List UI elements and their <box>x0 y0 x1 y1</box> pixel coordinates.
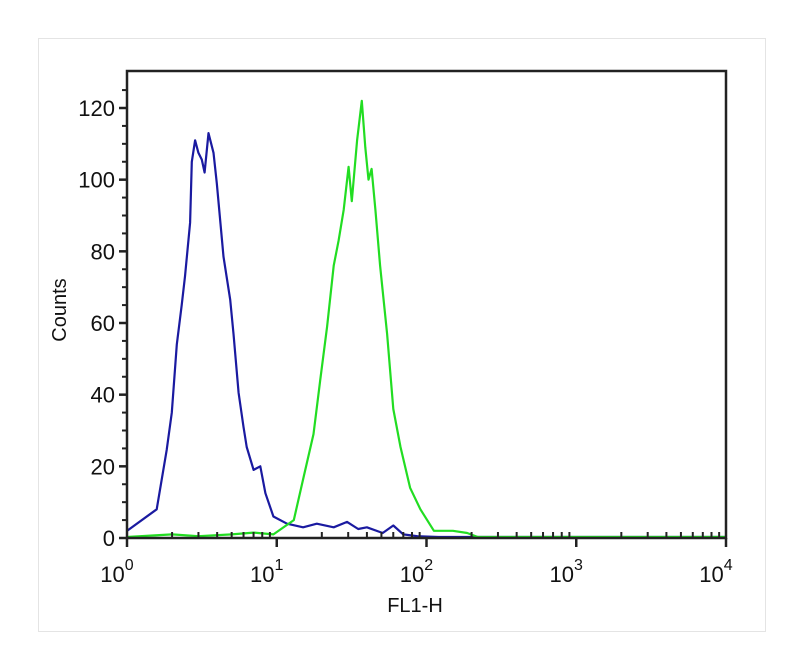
x-tick-base: 10 <box>400 562 424 587</box>
figure-border <box>38 38 766 632</box>
series-line-0 <box>126 132 726 539</box>
series-line-1 <box>126 99 726 539</box>
x-tick-base: 10 <box>250 562 274 587</box>
y-tick-label: 20 <box>91 454 115 479</box>
y-tick-label: 100 <box>78 168 115 193</box>
x-tick-label: 100 <box>100 557 133 587</box>
x-axis-title: FL1-H <box>387 595 443 617</box>
x-tick-base: 10 <box>100 562 124 587</box>
y-tick-label: 80 <box>91 239 115 264</box>
x-tick-exponent: 1 <box>275 557 284 574</box>
x-tick-label: 102 <box>400 557 433 587</box>
y-axis-title: Counts <box>49 278 71 341</box>
x-tick-base: 10 <box>699 562 723 587</box>
y-tick-label: 40 <box>91 383 115 408</box>
x-tick-exponent: 0 <box>125 557 134 574</box>
x-tick-label: 103 <box>550 557 583 587</box>
x-tick-base: 10 <box>550 562 574 587</box>
plot-frame <box>125 69 728 540</box>
x-tick-exponent: 3 <box>574 557 583 574</box>
x-tick-exponent: 4 <box>724 557 733 574</box>
x-tick-exponent: 2 <box>424 557 433 574</box>
y-tick-label: 60 <box>91 311 115 336</box>
x-tick-label: 101 <box>250 557 283 587</box>
y-tick-label: 120 <box>78 96 115 121</box>
x-tick-label: 104 <box>699 557 732 587</box>
y-tick-label: 0 <box>103 526 115 551</box>
